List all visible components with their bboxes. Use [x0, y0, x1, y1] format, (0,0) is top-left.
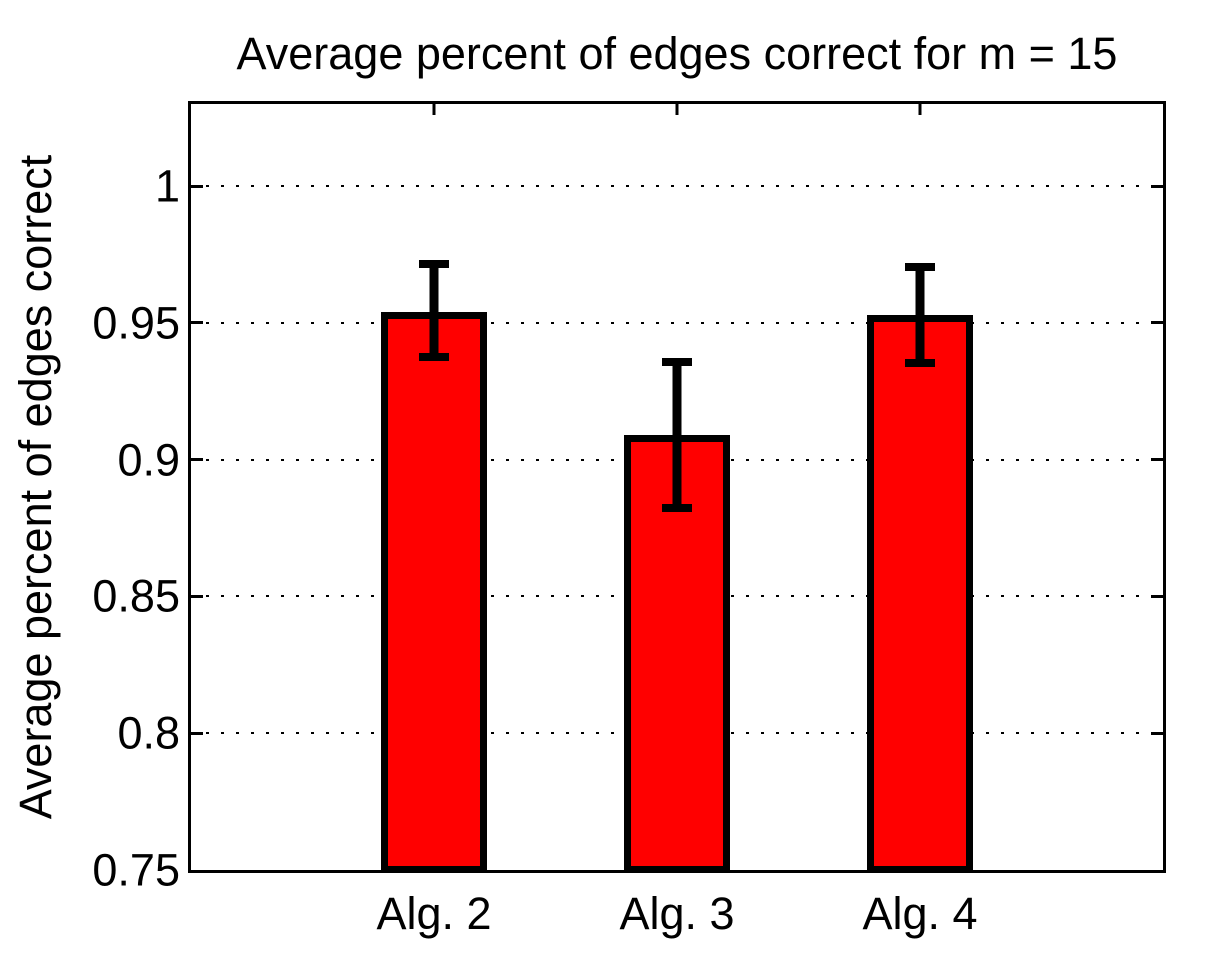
error-line [915, 262, 925, 367]
bar [381, 311, 487, 870]
y-tick-label: 0.8 [117, 707, 180, 759]
x-tick-label: Alg. 4 [862, 888, 978, 939]
x-tick-top [432, 104, 436, 115]
error-cap-top [905, 262, 935, 271]
y-tick-right [1151, 321, 1163, 325]
error-line [672, 358, 682, 512]
y-tick-label: 0.85 [92, 570, 180, 622]
y-tick-right [1151, 184, 1163, 188]
y-axis-label: Average percent of edges correct [10, 154, 61, 820]
error-bar [419, 259, 449, 362]
y-tick-label: 0.95 [92, 297, 180, 349]
y-tick-label: 1 [154, 160, 180, 212]
x-tick-label: Alg. 3 [619, 888, 735, 939]
y-tick-left [191, 321, 203, 325]
error-cap-bottom [905, 358, 935, 367]
x-tick-top [675, 104, 679, 115]
error-cap-top [419, 259, 449, 268]
gridline [191, 321, 1163, 324]
bar [867, 314, 973, 870]
error-bar [662, 358, 692, 512]
y-tick-right [1151, 458, 1163, 462]
y-tick-left [191, 458, 203, 462]
chart-title: Average percent of edges correct for m =… [236, 28, 1118, 79]
error-cap-bottom [662, 503, 692, 512]
y-tick-label: 0.75 [92, 844, 180, 896]
y-tick-left [191, 594, 203, 598]
error-bar [905, 262, 935, 367]
error-line [429, 259, 439, 362]
plot-area: 0.75 0.8 0.85 0.9 0.95 1 Alg. 2 Alg. 3 Alg. 4 [92, 101, 1166, 936]
y-tick-left [191, 731, 203, 735]
y-tick-right [1151, 594, 1163, 598]
y-tick-right [1151, 731, 1163, 735]
error-cap-bottom [419, 353, 449, 362]
y-tick-left [191, 184, 203, 188]
gridline [191, 185, 1163, 188]
y-tick-label: 0.9 [117, 434, 180, 486]
x-tick-top [918, 104, 922, 115]
error-cap-top [662, 358, 692, 367]
x-tick-label: Alg. 2 [376, 888, 492, 939]
